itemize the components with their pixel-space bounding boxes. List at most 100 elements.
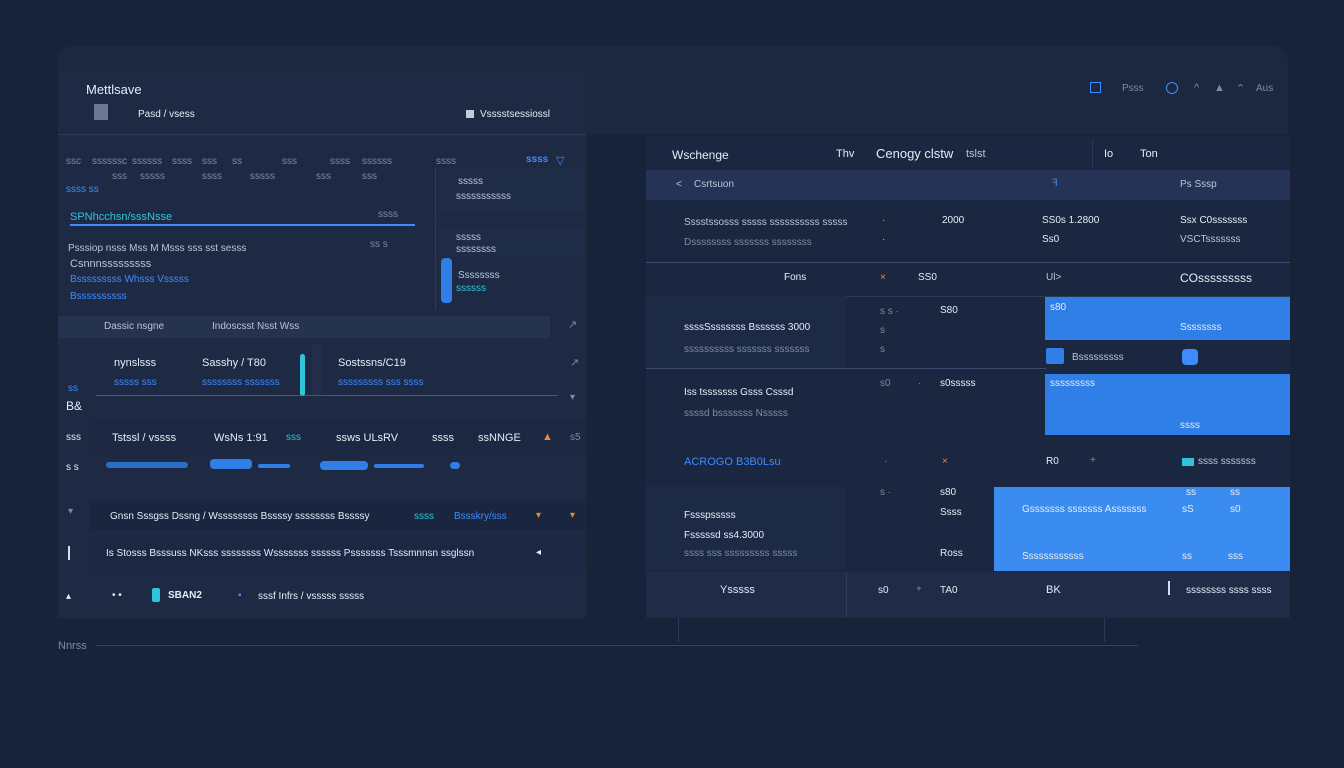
divider xyxy=(646,296,1290,297)
cell: Fsssssd ss4.3000 xyxy=(684,530,765,541)
list-item-tag: Bssskry/sss xyxy=(454,511,507,522)
row-marker: s s xyxy=(66,462,79,473)
right-col[interactable]: tslst xyxy=(966,148,986,160)
cell-num: ss xyxy=(1182,551,1192,562)
col-header[interactable]: ssc xyxy=(66,156,81,167)
note-line: Psssiop nsss Mss M Msss sss sst sesss xyxy=(68,243,247,254)
sub-header-a[interactable]: Csrtsuon xyxy=(694,179,735,190)
tag-icon xyxy=(1182,458,1194,466)
checkbox-icon[interactable] xyxy=(1046,348,1064,364)
cell: ssssssss ssss ssss xyxy=(1186,585,1272,596)
summary-cell: Tstssl / vssss xyxy=(112,432,177,444)
cell: Ul> xyxy=(1046,272,1062,283)
header-label-2[interactable]: Aus xyxy=(1256,83,1274,94)
right-col[interactable]: Io xyxy=(1104,148,1114,160)
summary-row[interactable] xyxy=(90,420,586,456)
filter-icon[interactable]: ▽ xyxy=(556,155,565,167)
sub-header xyxy=(646,170,1290,200)
caret-icon[interactable]: ^ xyxy=(1194,82,1200,94)
globe-icon[interactable] xyxy=(1166,82,1178,94)
top-right-label[interactable]: Vsssstsessiossl xyxy=(480,109,551,120)
shield-icon[interactable] xyxy=(1182,349,1198,365)
sub-header-b: Ps Sssp xyxy=(1180,179,1217,190)
highlight-cell[interactable] xyxy=(1045,374,1290,435)
section-header xyxy=(58,316,550,338)
chevron-icon[interactable]: ⌃ xyxy=(1236,83,1246,95)
side-item[interactable] xyxy=(438,168,583,212)
col-header[interactable]: sss xyxy=(282,156,297,167)
doc-icon xyxy=(94,104,108,120)
list-item-tag: ssss xyxy=(414,511,434,522)
close-icon[interactable]: × xyxy=(942,456,948,467)
col-header[interactable]: ssssss xyxy=(362,156,392,167)
right-col[interactable]: Ton xyxy=(1140,148,1158,160)
cell: ssss sss sssssssss sssss xyxy=(684,548,798,559)
close-icon[interactable]: × xyxy=(880,272,886,283)
col-sub: sss xyxy=(112,171,127,182)
caret-icon[interactable]: ▴ xyxy=(66,591,72,602)
cell-num: Ssss xyxy=(940,507,962,518)
cell-num: ss xyxy=(1186,487,1196,498)
col-header[interactable]: ssss xyxy=(436,156,456,167)
dot-icon: • • xyxy=(112,590,122,601)
cell: Ss0 xyxy=(1042,234,1060,245)
divider xyxy=(1104,618,1105,642)
cell-num: s0 xyxy=(880,378,891,389)
col-sub: sssss xyxy=(250,171,275,182)
col-header[interactable]: ssss xyxy=(172,156,192,167)
highlight-cell[interactable] xyxy=(994,487,1290,571)
col-header[interactable]: ssssssc xyxy=(92,156,127,167)
row-marker xyxy=(68,546,70,560)
alert-icon[interactable]: ▲ xyxy=(542,431,553,443)
dot-icon: ▪ xyxy=(238,590,242,601)
col-header[interactable]: sss xyxy=(202,156,217,167)
plus-icon[interactable]: + xyxy=(916,584,922,595)
right-col[interactable]: Thv xyxy=(836,148,855,160)
col-header[interactable]: ss xyxy=(232,156,242,167)
summary-cell: ssss xyxy=(432,432,454,444)
header-label-1[interactable]: Psss xyxy=(1122,83,1144,94)
cell: ssssssssss sssssss sssssss xyxy=(684,344,810,355)
col-header[interactable]: ssssss xyxy=(132,156,162,167)
alert-icon[interactable]: ▾ xyxy=(570,510,576,521)
cell: Dssssssss sssssss ssssssss xyxy=(684,237,812,248)
level-bar xyxy=(441,258,452,303)
tag[interactable]: ssss ss xyxy=(66,184,99,195)
alert-icon[interactable]: ▾ xyxy=(536,510,542,521)
cell-label: ssss xyxy=(1180,420,1200,431)
progress-streak xyxy=(320,461,368,470)
right-col[interactable]: Cenogy clstw xyxy=(876,146,954,161)
col-header[interactable]: ssss xyxy=(330,156,350,167)
chevron-icon[interactable]: ▾ xyxy=(570,392,576,403)
list-item[interactable] xyxy=(90,500,586,530)
cell: Bsssssssss xyxy=(1072,352,1124,363)
list-item[interactable] xyxy=(90,536,586,570)
tab-active[interactable]: ssss xyxy=(526,154,549,165)
note-line: Csnnnsssssssss xyxy=(70,258,152,270)
plus-icon[interactable]: + xyxy=(1090,455,1096,466)
metric-bar xyxy=(300,354,305,396)
cell: S80 xyxy=(940,305,958,316)
progress-streak xyxy=(210,459,252,469)
metric-label: Sasshy / T80 xyxy=(202,357,266,369)
col-sub: ssss xyxy=(202,171,222,182)
metric-sub: ssssssss sssssss xyxy=(202,377,280,388)
square-icon[interactable] xyxy=(1090,82,1101,93)
flag-icon[interactable]: ꟻ xyxy=(1052,178,1058,189)
divider xyxy=(678,618,679,642)
dot-icon: · xyxy=(884,456,888,467)
resize-icon[interactable]: ↗ xyxy=(568,319,578,331)
dot-icon: s xyxy=(880,344,885,355)
list-icon xyxy=(466,110,474,118)
table-row[interactable] xyxy=(646,572,1290,618)
highlight-label[interactable]: SPNhcchsn/sssNsse xyxy=(70,211,173,223)
warning-icon[interactable]: ▲ xyxy=(1214,82,1225,94)
breadcrumb[interactable]: Pasd / vsess xyxy=(138,109,195,120)
side-item[interactable] xyxy=(438,228,583,256)
highlight-cell[interactable] xyxy=(1045,297,1290,340)
back-icon[interactable]: < xyxy=(676,179,682,190)
cell: ssssSsssssss Bssssss 3000 xyxy=(684,322,811,333)
resize-icon[interactable]: ↗ xyxy=(570,357,580,369)
play-icon[interactable]: ◂ xyxy=(536,547,542,558)
footer-chip[interactable]: SBAN2 xyxy=(168,590,202,601)
